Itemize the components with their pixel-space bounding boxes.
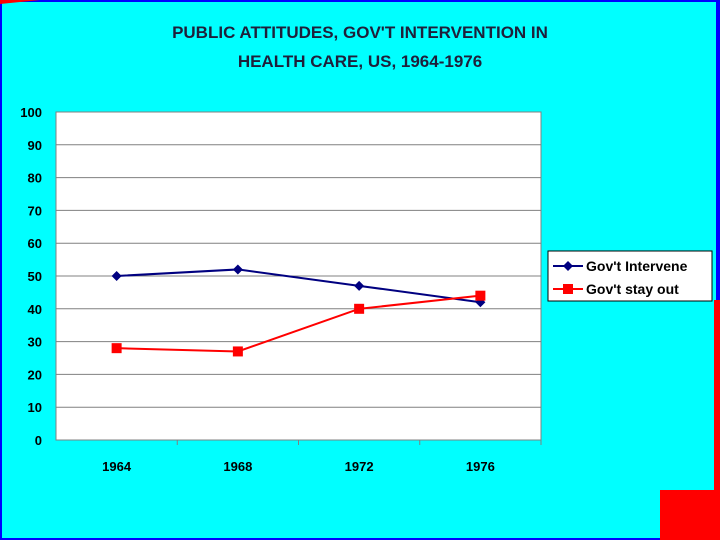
y-tick-label: 100: [20, 105, 42, 120]
y-axis-ticks: 0 10 20 30 40 50 60 70 80 90 100: [20, 105, 42, 448]
y-tick-label: 30: [28, 335, 42, 350]
chart-title-line-1: PUBLIC ATTITUDES, GOV'T INTERVENTION IN: [172, 23, 548, 42]
chart-title-line-2: HEALTH CARE, US, 1964-1976: [238, 52, 482, 71]
corner-accent-bottom-right: [660, 490, 720, 540]
legend-label-stay-out: Gov't stay out: [586, 281, 679, 297]
legend: Gov't Intervene Gov't stay out: [547, 250, 713, 302]
y-tick-label: 60: [28, 236, 42, 251]
legend-box: [547, 250, 713, 302]
x-tick-label: 1976: [466, 459, 495, 474]
y-tick-label: 0: [35, 433, 42, 448]
y-tick-label: 80: [28, 171, 42, 186]
x-tick-label: 1968: [223, 459, 252, 474]
x-tick-label: 1972: [345, 459, 374, 474]
grid-lines: [56, 144, 541, 408]
y-tick-label: 10: [28, 400, 42, 415]
series-line-intervene: [116, 268, 481, 304]
legend-marker-intervene: [563, 261, 573, 271]
legend-marker-stay-out: [563, 284, 573, 294]
data-point-intervene: [111, 271, 122, 281]
y-tick-label: 70: [28, 203, 42, 218]
data-point-intervene: [232, 264, 243, 275]
y-tick-label: 90: [28, 138, 42, 153]
y-tick-label: 50: [28, 269, 42, 284]
right-edge-accent: [714, 300, 720, 540]
data-point-stay-out: [111, 343, 122, 354]
data-point-stay-out: [232, 346, 243, 357]
legend-label-intervene: Gov't Intervene: [586, 258, 688, 274]
corner-accent-top-left: [0, 0, 40, 4]
data-point-intervene: [354, 280, 365, 291]
x-axis-ticks: 1964 1968 1972 1976: [102, 440, 542, 474]
x-tick-label: 1964: [102, 459, 132, 474]
data-point-stay-out: [475, 290, 486, 301]
series-layer: [111, 264, 486, 357]
data-point-stay-out: [354, 303, 365, 314]
y-tick-label: 20: [28, 367, 42, 382]
series-line-stay-out: [116, 294, 481, 353]
y-tick-label: 40: [28, 302, 42, 317]
